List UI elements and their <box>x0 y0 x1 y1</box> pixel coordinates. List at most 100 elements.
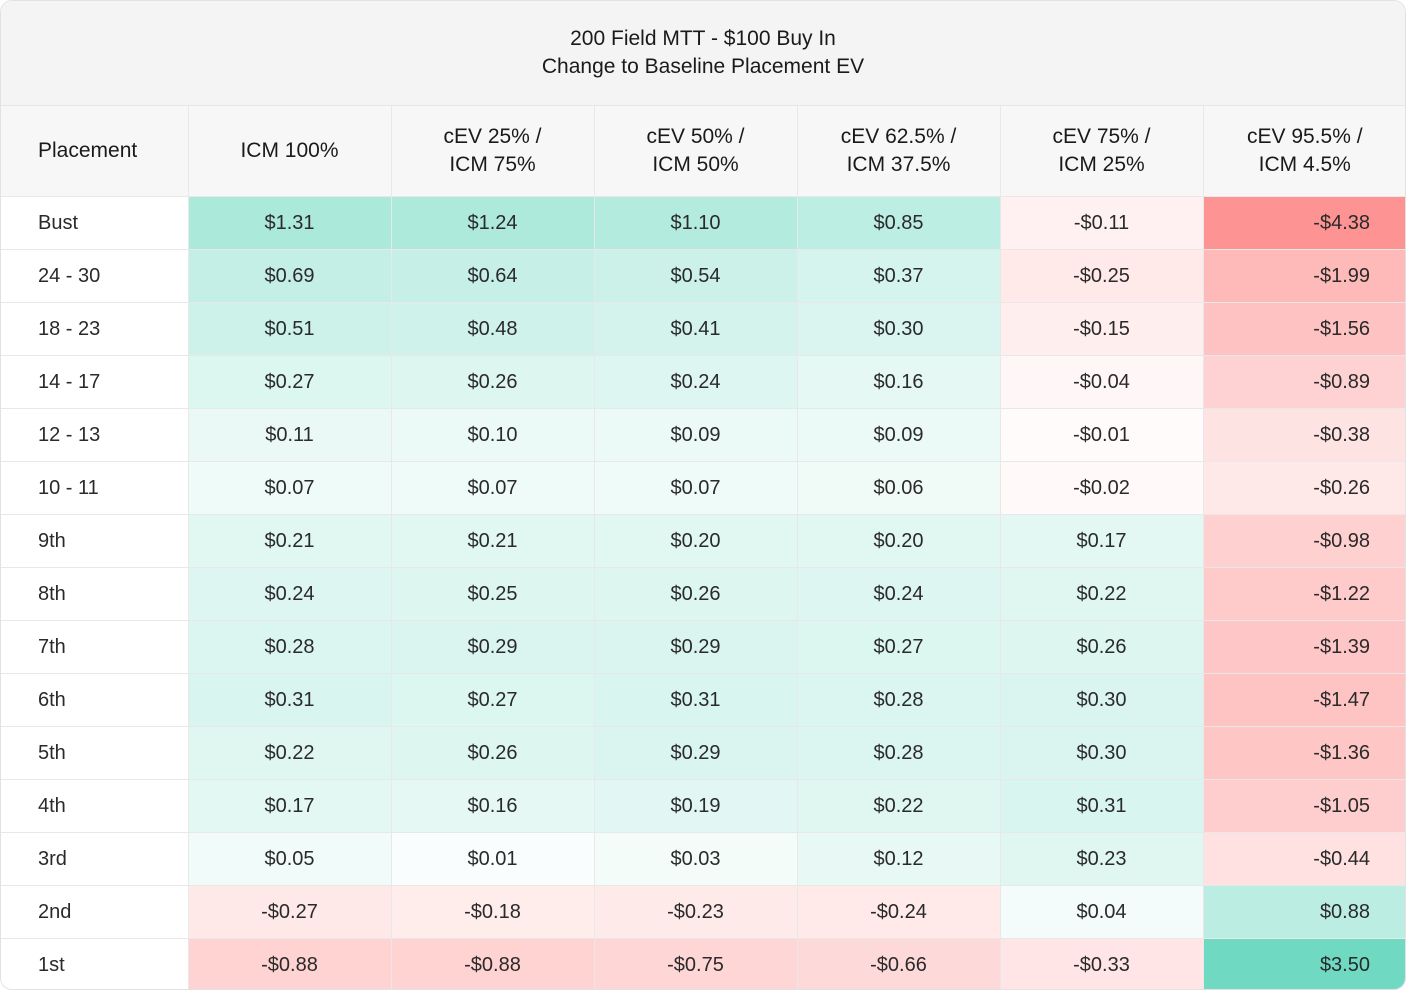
ev-cell: $0.24 <box>594 355 798 409</box>
ev-cell: $0.16 <box>797 355 1001 409</box>
column-header: cEV 95.5% / ICM 4.5% <box>1203 106 1405 197</box>
column-header: cEV 75% / ICM 25% <box>1000 106 1204 197</box>
ev-cell: $0.29 <box>594 726 798 780</box>
column-header: ICM 100% <box>188 106 392 197</box>
ev-cell: $0.20 <box>594 514 798 568</box>
ev-cell: $0.31 <box>188 673 392 727</box>
ev-cell: $0.07 <box>594 461 798 515</box>
placement-label: 3rd <box>1 832 189 886</box>
ev-cell: -$1.05 <box>1203 779 1405 833</box>
ev-cell: $0.09 <box>594 408 798 462</box>
ev-cell: $0.05 <box>188 832 392 886</box>
placement-label: 12 - 13 <box>1 408 189 462</box>
ev-cell: $0.26 <box>1000 620 1204 674</box>
placement-label: 7th <box>1 620 189 674</box>
ev-cell: -$0.26 <box>1203 461 1405 515</box>
ev-cell: $0.19 <box>594 779 798 833</box>
ev-cell: -$1.56 <box>1203 302 1405 356</box>
ev-cell: $0.51 <box>188 302 392 356</box>
ev-cell: $0.07 <box>391 461 595 515</box>
column-header: cEV 50% / ICM 50% <box>594 106 798 197</box>
ev-cell: $0.21 <box>391 514 595 568</box>
placement-label: 5th <box>1 726 189 780</box>
ev-cell: -$1.99 <box>1203 249 1405 303</box>
ev-cell: $1.31 <box>188 196 392 250</box>
ev-cell: -$0.01 <box>1000 408 1204 462</box>
ev-cell: $0.12 <box>797 832 1001 886</box>
ev-cell: -$0.75 <box>594 938 798 989</box>
ev-cell: -$0.98 <box>1203 514 1405 568</box>
table-title-block: 200 Field MTT - $100 Buy In Change to Ba… <box>1 1 1405 106</box>
placement-label: 6th <box>1 673 189 727</box>
table-row: 9th $0.21 $0.21 $0.20 $0.20 $0.17 -$0.98 <box>1 514 1405 568</box>
ev-cell: $0.11 <box>188 408 392 462</box>
header-row: Placement ICM 100% cEV 25% / ICM 75% cEV 50… <box>1 106 1405 197</box>
ev-cell: $0.25 <box>391 567 595 621</box>
table-subtitle: Change to Baseline Placement EV <box>541 55 865 78</box>
table-row: 3rd $0.05 $0.01 $0.03 $0.12 $0.23 -$0.44 <box>1 832 1405 886</box>
table-row: 10 - 11 $0.07 $0.07 $0.07 $0.06 -$0.02 -$0.26 <box>1 461 1405 515</box>
ev-cell: $0.17 <box>188 779 392 833</box>
ev-cell: $0.22 <box>1000 567 1204 621</box>
ev-cell: $0.20 <box>797 514 1001 568</box>
table-row: 2nd -$0.27 -$0.18 -$0.23 -$0.24 $0.04 $0.88 <box>1 885 1405 939</box>
ev-cell: $0.28 <box>797 673 1001 727</box>
ev-cell: $0.30 <box>1000 673 1204 727</box>
placement-label: 2nd <box>1 885 189 939</box>
ev-cell: $0.27 <box>188 355 392 409</box>
ev-cell: $0.29 <box>391 620 595 674</box>
table-title: 200 Field MTT - $100 Buy In <box>570 27 836 50</box>
column-header: cEV 25% / ICM 75% <box>391 106 595 197</box>
table-row: 12 - 13 $0.11 $0.10 $0.09 $0.09 -$0.01 -$0.38 <box>1 408 1405 462</box>
ev-cell: -$1.39 <box>1203 620 1405 674</box>
ev-cell: $0.64 <box>391 249 595 303</box>
ev-cell: -$0.88 <box>391 938 595 989</box>
table-body: Bust $1.31 $1.24 $1.10 $0.85 -$0.11 -$4.38 24 -… <box>1 196 1405 989</box>
table-row: 14 - 17 $0.27 $0.26 $0.24 $0.16 -$0.04 -$0.89 <box>1 355 1405 409</box>
ev-cell: -$0.25 <box>1000 249 1204 303</box>
table-row: 1st -$0.88 -$0.88 -$0.75 -$0.66 -$0.33 $3.50 <box>1 938 1405 989</box>
table-row: 7th $0.28 $0.29 $0.29 $0.27 $0.26 -$1.39 <box>1 620 1405 674</box>
ev-cell: -$0.11 <box>1000 196 1204 250</box>
ev-cell: $0.09 <box>797 408 1001 462</box>
placement-label: 4th <box>1 779 189 833</box>
placement-label: Bust <box>1 196 189 250</box>
ev-cell: -$0.88 <box>188 938 392 989</box>
ev-cell: $0.54 <box>594 249 798 303</box>
table-row: 8th $0.24 $0.25 $0.26 $0.24 $0.22 -$1.22 <box>1 567 1405 621</box>
ev-cell: $0.24 <box>797 567 1001 621</box>
ev-cell: $0.30 <box>1000 726 1204 780</box>
ev-cell: $0.26 <box>391 726 595 780</box>
placement-ev-table: Placement ICM 100% cEV 25% / ICM 75% cEV 50… <box>1 106 1405 989</box>
ev-cell: $0.22 <box>797 779 1001 833</box>
ev-cell: $0.88 <box>1203 885 1405 939</box>
column-header: cEV 62.5% / ICM 37.5% <box>797 106 1001 197</box>
ev-cell: $0.37 <box>797 249 1001 303</box>
ev-cell: $0.22 <box>188 726 392 780</box>
column-header-placement: Placement <box>1 106 189 197</box>
ev-cell: $0.26 <box>391 355 595 409</box>
ev-cell: $0.27 <box>391 673 595 727</box>
placement-label: 8th <box>1 567 189 621</box>
ev-cell: $0.48 <box>391 302 595 356</box>
ev-cell: $0.29 <box>594 620 798 674</box>
ev-cell: -$1.22 <box>1203 567 1405 621</box>
ev-cell: $0.41 <box>594 302 798 356</box>
table-row: 18 - 23 $0.51 $0.48 $0.41 $0.30 -$0.15 -$1.56 <box>1 302 1405 356</box>
ev-cell: $0.10 <box>391 408 595 462</box>
ev-cell: -$1.47 <box>1203 673 1405 727</box>
ev-cell: $0.24 <box>188 567 392 621</box>
ev-cell: -$0.24 <box>797 885 1001 939</box>
table-row: 6th $0.31 $0.27 $0.31 $0.28 $0.30 -$1.47 <box>1 673 1405 727</box>
ev-cell: -$0.23 <box>594 885 798 939</box>
placement-label: 14 - 17 <box>1 355 189 409</box>
ev-cell: $0.30 <box>797 302 1001 356</box>
ev-cell: $0.07 <box>188 461 392 515</box>
table-row: Bust $1.31 $1.24 $1.10 $0.85 -$0.11 -$4.38 <box>1 196 1405 250</box>
ev-cell: $0.31 <box>594 673 798 727</box>
ev-cell: $0.06 <box>797 461 1001 515</box>
ev-cell: -$0.33 <box>1000 938 1204 989</box>
ev-cell: -$0.15 <box>1000 302 1204 356</box>
placement-label: 18 - 23 <box>1 302 189 356</box>
